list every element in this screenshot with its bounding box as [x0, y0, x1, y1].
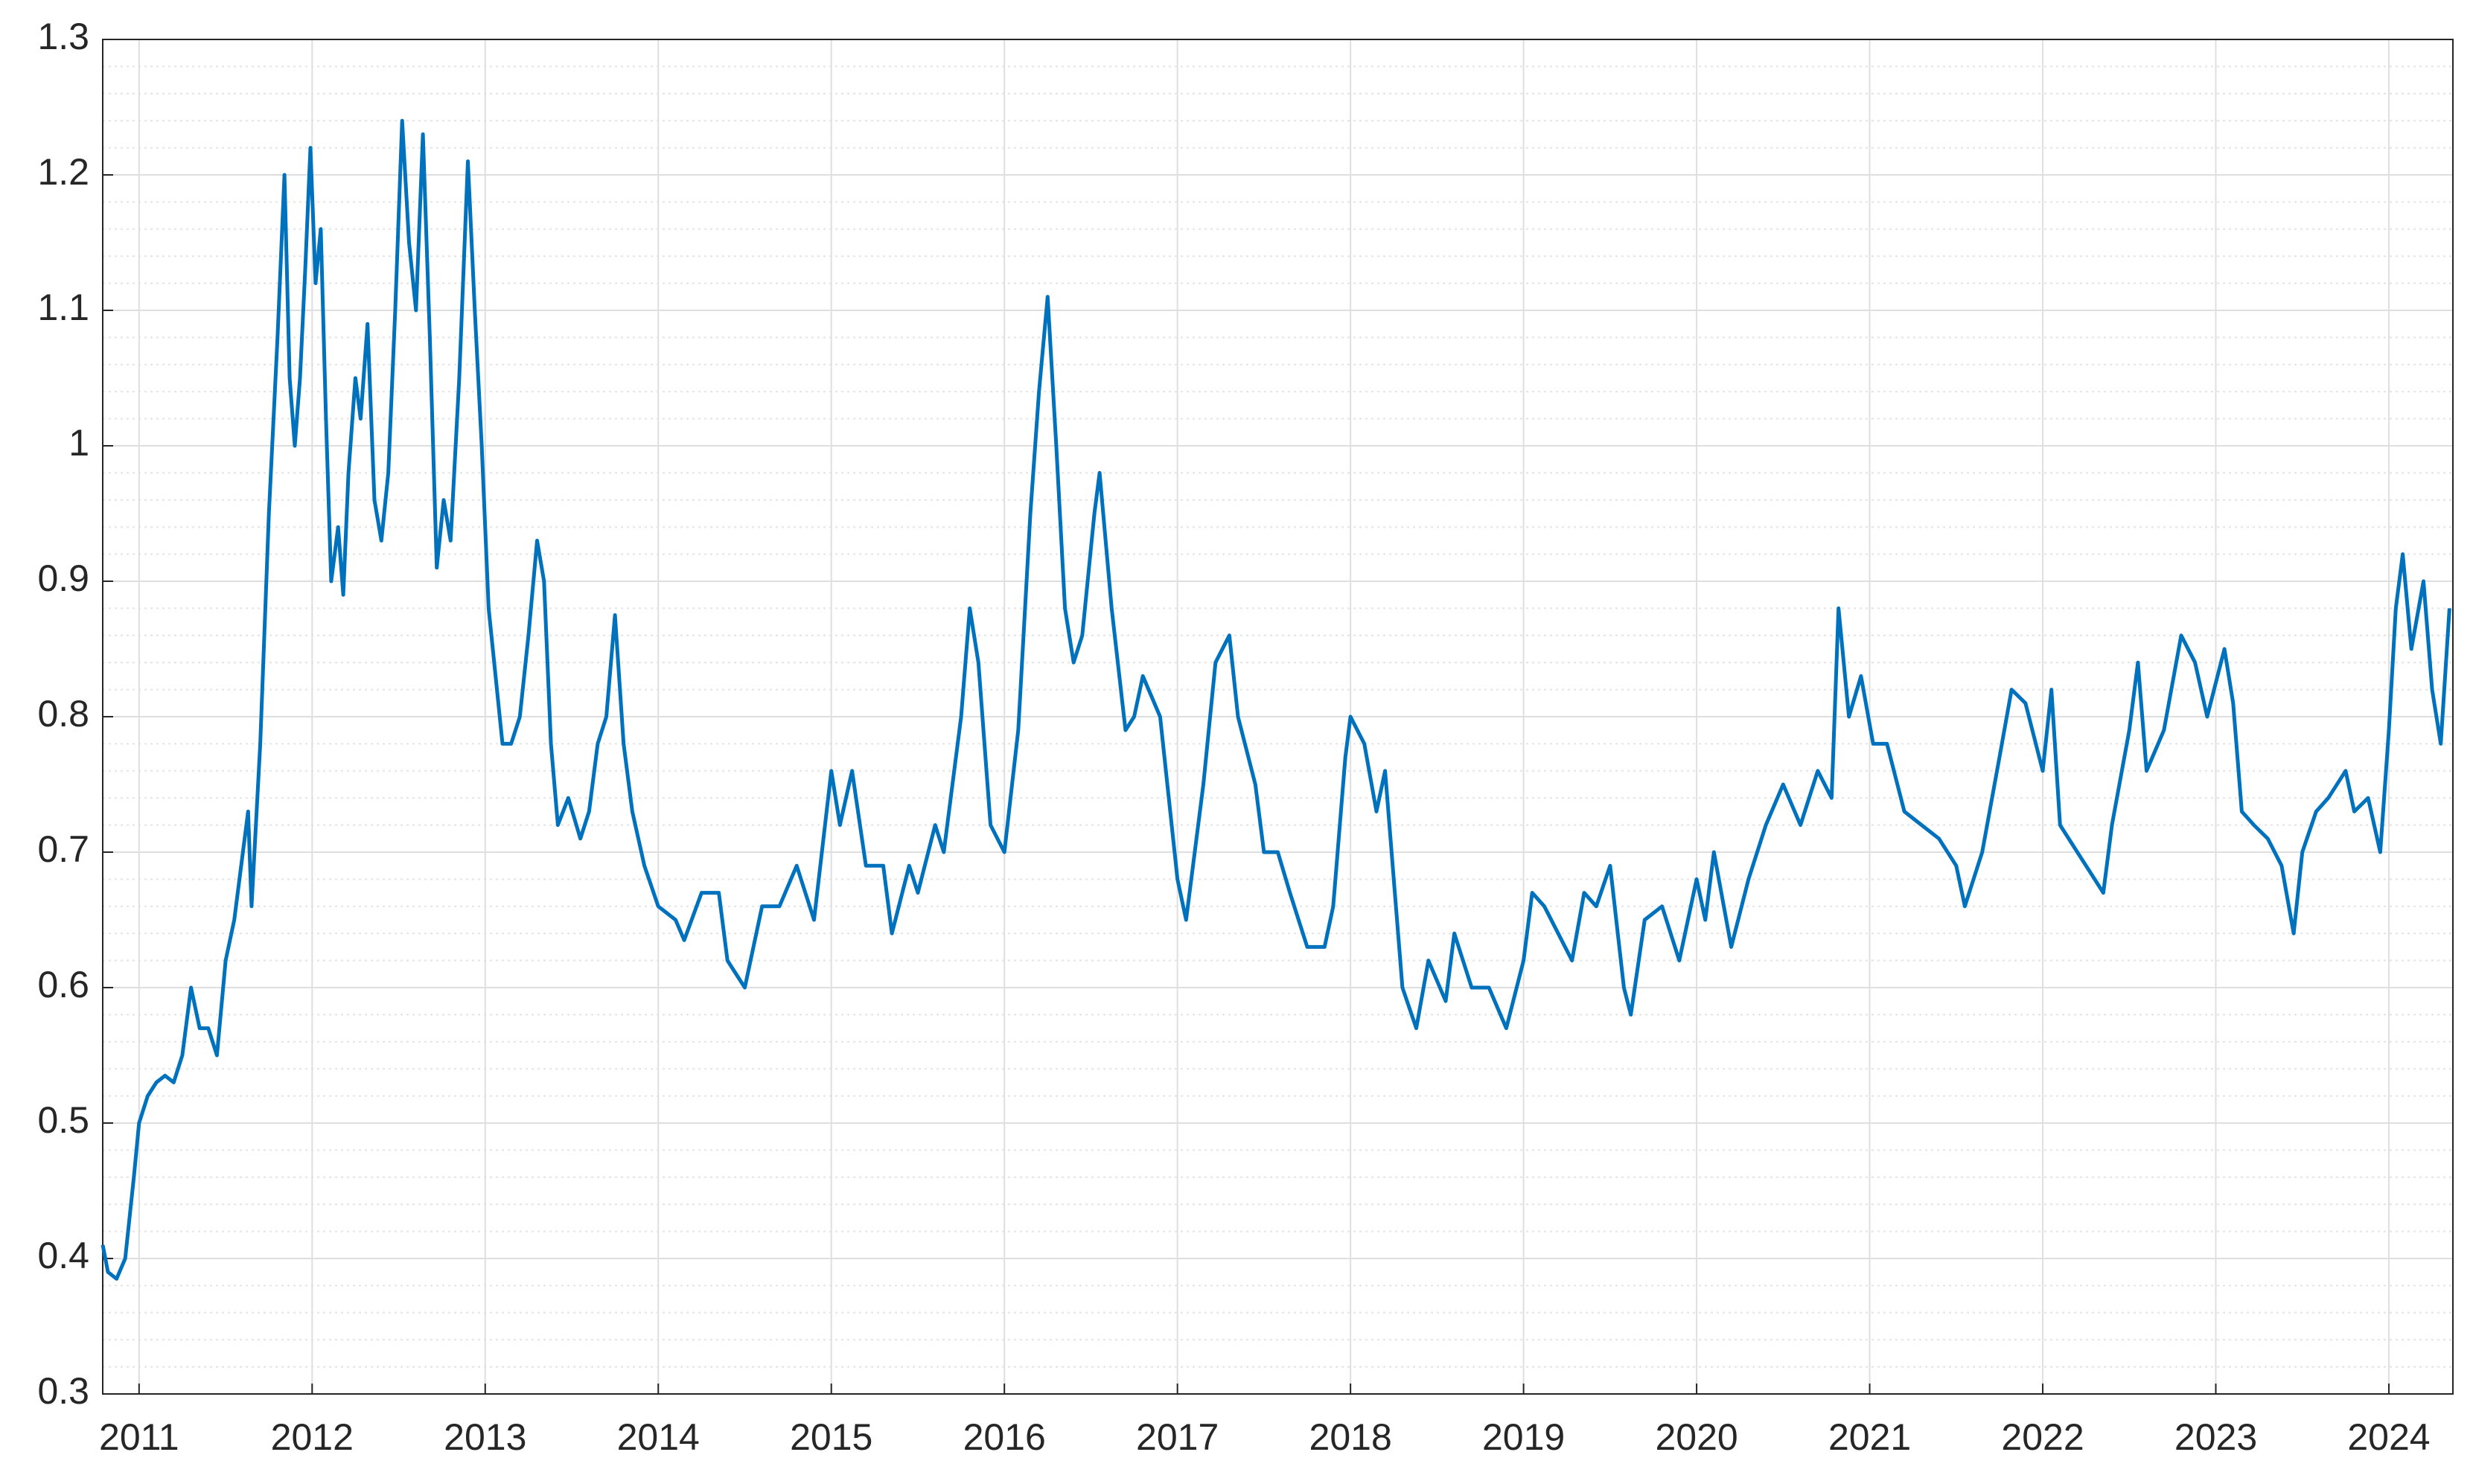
- x-tick-label: 2011: [99, 1416, 179, 1458]
- x-tick-label: 2015: [790, 1416, 872, 1458]
- y-tick-label: 1.2: [37, 151, 89, 193]
- x-tick-label: 2013: [444, 1416, 526, 1458]
- y-tick-label: 1: [68, 422, 89, 464]
- x-tick-label: 2016: [963, 1416, 1046, 1458]
- y-tick-label: 0.5: [37, 1099, 89, 1141]
- y-tick-label: 0.4: [37, 1235, 89, 1276]
- x-tick-label: 2014: [617, 1416, 700, 1458]
- y-tick-label: 0.8: [37, 693, 89, 735]
- data-line: [100, 118, 2451, 1281]
- x-tick-label: 2021: [1828, 1416, 1911, 1458]
- y-tick-label: 0.3: [37, 1370, 89, 1412]
- y-tick-label: 0.7: [37, 828, 89, 870]
- y-tick-label: 1.1: [37, 287, 89, 328]
- y-tick-label: 1.3: [37, 16, 89, 57]
- x-tick-label: 2012: [271, 1416, 354, 1458]
- x-tick-label: 2023: [2174, 1416, 2257, 1458]
- x-tick-label: 2018: [1309, 1416, 1392, 1458]
- x-tick-label: 2020: [1655, 1416, 1738, 1458]
- x-tick-label: 2024: [2347, 1416, 2430, 1458]
- axes-box: [102, 39, 2454, 1395]
- y-tick-label: 0.6: [37, 964, 89, 1005]
- x-tick-label: 2019: [1482, 1416, 1565, 1458]
- x-tick-label: 2017: [1136, 1416, 1219, 1458]
- x-tick-label: 2022: [2001, 1416, 2084, 1458]
- y-tick-label: 0.9: [37, 557, 89, 599]
